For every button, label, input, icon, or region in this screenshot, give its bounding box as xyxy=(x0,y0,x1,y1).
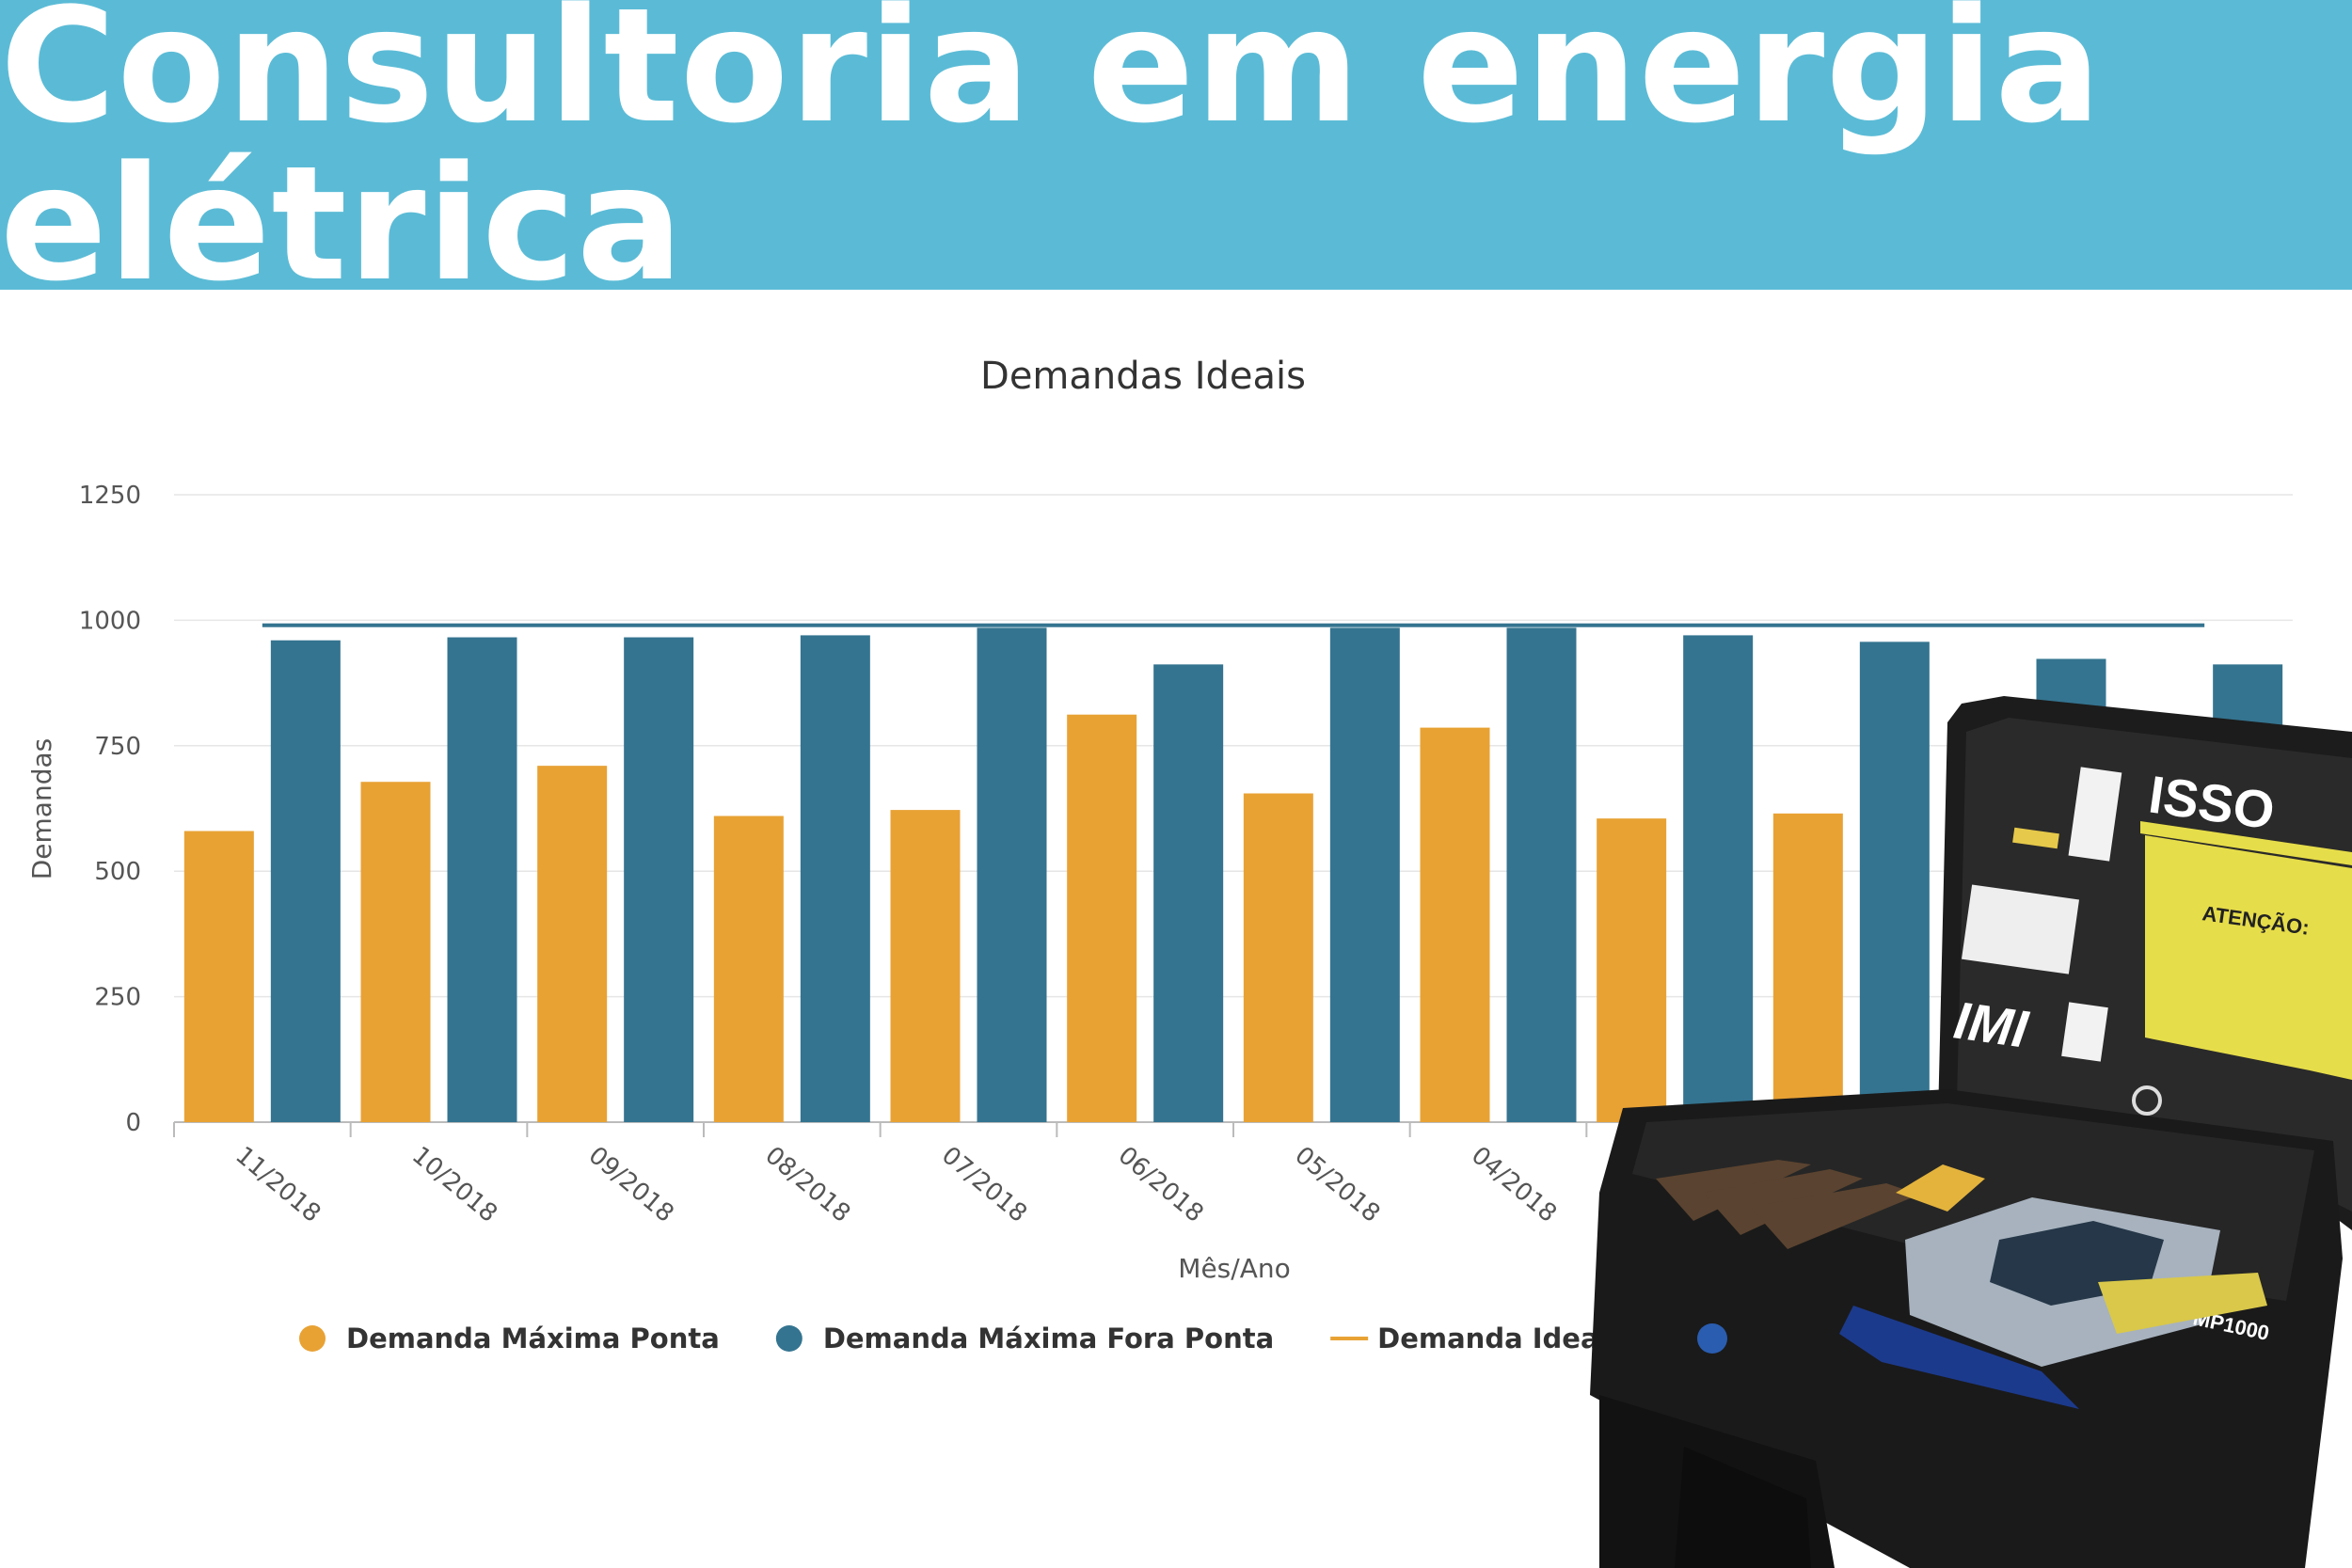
x-tick-label: 10/2018 xyxy=(406,1141,502,1227)
banner-title: Consultoria em energia elétrica xyxy=(0,0,2103,316)
x-tick-label: 07/2018 xyxy=(936,1141,1032,1227)
demand-chart: Demandas Ideais 0 250 500 750 1000 1250 Deman… xyxy=(26,355,2352,1568)
bar-fora-ponta xyxy=(800,635,870,1122)
bar-ponta xyxy=(1772,813,1843,1122)
bar-fora-ponta xyxy=(447,637,517,1122)
bar-ponta xyxy=(1243,793,1313,1122)
bar-fora-ponta xyxy=(1859,641,1930,1122)
bar-ponta xyxy=(890,810,961,1122)
bar-fora-ponta xyxy=(1683,635,1754,1122)
title-banner: Consultoria em energia elétrica xyxy=(0,0,2352,303)
y-tick-label: 1000 xyxy=(79,607,141,635)
legend-label: Demanda Máxima Fora Ponta xyxy=(823,1323,1274,1354)
legend: Demanda Máxima Ponta Demanda Máxima Fora … xyxy=(299,1323,1802,1354)
x-tick-label: 11/2018 xyxy=(230,1141,326,1227)
legend-label: Demanda Máxima Ponta xyxy=(346,1323,720,1354)
bar-ponta xyxy=(1597,818,1667,1122)
x-tick-label: 09/2018 xyxy=(583,1141,679,1227)
y-tick-label: 750 xyxy=(94,733,141,761)
x-axis-label: Mês/Ano xyxy=(1178,1253,1290,1284)
bar-ponta xyxy=(360,782,431,1122)
bar-fora-ponta xyxy=(1329,627,1400,1122)
bar-ponta xyxy=(713,816,784,1122)
legend-marker xyxy=(299,1325,326,1352)
x-tick-label: 04/2018 xyxy=(1466,1141,1562,1227)
bar-ponta xyxy=(1420,727,1490,1122)
y-tick-label: 1250 xyxy=(79,482,141,510)
power-analyzer-case-icon: ISSO ATENÇÃO: IMI MP1000 xyxy=(1590,696,2352,1568)
bar-fora-ponta xyxy=(1506,627,1577,1122)
bar-fora-ponta xyxy=(1153,664,1224,1122)
y-axis-ticks: 0 250 500 750 1000 1250 xyxy=(79,482,141,1137)
bar-fora-ponta xyxy=(270,640,341,1122)
bars xyxy=(183,627,2283,1122)
y-tick-label: 250 xyxy=(94,984,141,1012)
y-tick-label: 500 xyxy=(94,858,141,886)
bar-ponta xyxy=(183,831,254,1122)
bar-ponta xyxy=(537,766,608,1122)
chart-title: Demandas Ideais xyxy=(980,355,1306,398)
bar-fora-ponta xyxy=(624,637,694,1122)
y-tick-label: 0 xyxy=(125,1109,141,1137)
legend-marker xyxy=(775,1325,803,1352)
x-tick-label: 08/2018 xyxy=(759,1141,855,1227)
case-logo-label: IMI xyxy=(1950,990,2032,1058)
bar-ponta xyxy=(1067,714,1137,1122)
y-axis-label: Demandas xyxy=(26,738,57,880)
x-tick-label: 06/2018 xyxy=(1113,1141,1209,1227)
x-tick-label: 05/2018 xyxy=(1289,1141,1385,1227)
bar-fora-ponta xyxy=(977,627,1047,1122)
